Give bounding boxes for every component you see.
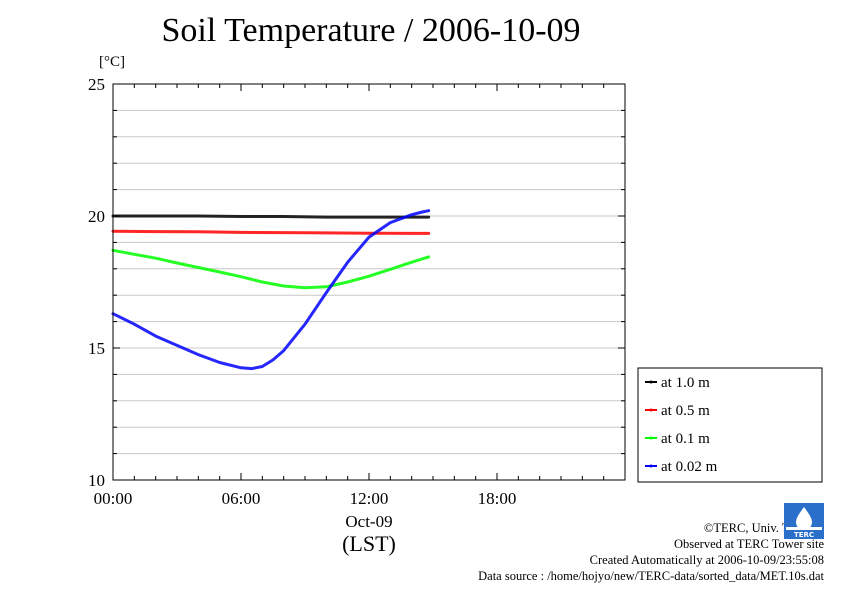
legend-at-1-0-m-label: at 1.0 m [661, 375, 710, 391]
site-text: Observed at TERC Tower site [673, 537, 824, 551]
x-axis-date-label: Oct-09 [345, 512, 392, 531]
legend-at-0-02-m-marker [649, 464, 653, 468]
x-tick-label: 18:00 [478, 489, 517, 508]
y-tick-label: 25 [88, 75, 105, 94]
x-tick-label: 06:00 [222, 489, 261, 508]
y-tick-label: 10 [88, 471, 105, 490]
svg-text:TERC: TERC [794, 531, 814, 539]
legend-box [637, 367, 823, 483]
legend: at 1.0 m at 0.5 m at 0.1 m at 0.02 m [637, 367, 823, 483]
x-tick-label: 12:00 [350, 489, 389, 508]
legend-at-0-1-m-label: at 0.1 m [661, 431, 710, 447]
series-at-1-0-m-line [111, 214, 431, 219]
grid-layer [113, 109, 625, 455]
x-tick-label: 00:00 [94, 489, 133, 508]
x-axis-title: (LST) [342, 531, 396, 556]
legend-at-0-5-m-marker [649, 408, 653, 412]
legend-at-0-5-m-label: at 0.5 m [661, 403, 710, 419]
legend-at-1-0-m-marker [649, 380, 653, 384]
y-tick-label: 20 [88, 207, 105, 226]
created-text: Created Automatically at 2006-10-09/23:5… [589, 553, 824, 567]
y-axis-unit-label: [°C] [99, 54, 125, 70]
plot-area-frame [112, 83, 626, 481]
series-at-0-02-m-line [111, 209, 431, 371]
chart-title: Soil Temperature / 2006-10-09 [161, 12, 581, 49]
copyright-text: ©TERC, Univ. Tsukuba [703, 521, 824, 535]
data-source-text: Data source : /home/hojyo/new/TERC-data/… [478, 569, 824, 583]
series-layer [111, 209, 431, 371]
series-at-0-1-m-line [111, 248, 431, 290]
y-tick-label: 15 [88, 339, 105, 358]
terc-logo-icon: TERC [784, 503, 824, 539]
legend-at-0-1-m-marker [649, 436, 653, 440]
credits-block: ©TERC, Univ. Tsukuba Observed at TERC To… [478, 520, 824, 584]
legend-at-0-02-m-label: at 0.02 m [661, 459, 718, 475]
series-at-0-5-m-line [111, 229, 431, 235]
axis-layer: 10 15 20 25 00:00 06:00 12:00 18:00 [88, 75, 626, 508]
